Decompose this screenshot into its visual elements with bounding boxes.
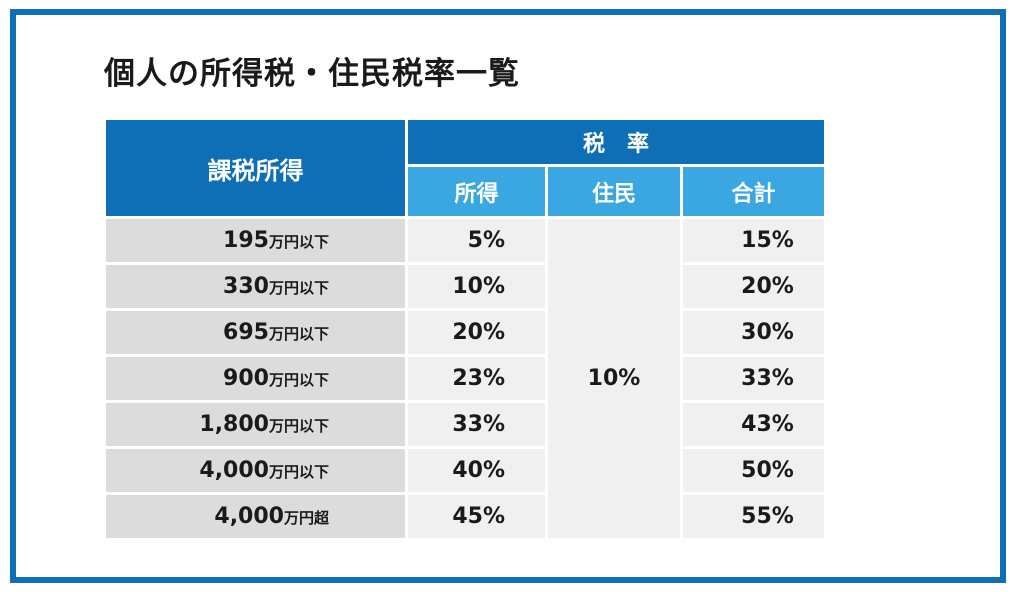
income-unit: 万円以下: [268, 233, 329, 251]
resident-tax-rate: 10%: [545, 216, 683, 541]
header-taxable-income: 課税所得: [103, 117, 408, 219]
table-row: 695万円以下 20% 30%: [103, 308, 827, 357]
header-total: 合計: [680, 164, 827, 219]
income-unit: 万円以下: [268, 325, 329, 343]
income-amount: 695: [223, 320, 269, 345]
total-rate: 43%: [680, 400, 827, 449]
income-bracket-cell: 4,000万円超: [103, 492, 408, 541]
table-row: 1,800万円以下 33% 43%: [103, 400, 827, 449]
income-bracket-cell: 900万円以下: [103, 354, 408, 403]
income-amount: 4,000: [199, 458, 269, 483]
income-tax-rate: 5%: [405, 216, 548, 265]
income-bracket-cell: 195万円以下: [103, 216, 408, 265]
tax-rate-table: 課税所得 税率 所得 住民 合計 195万円以下 5% 10% 15% 330万…: [103, 117, 827, 541]
total-rate: 33%: [680, 354, 827, 403]
income-bracket-cell: 330万円以下: [103, 262, 408, 311]
income-unit: 万円以下: [268, 463, 329, 481]
income-bracket-cell: 4,000万円以下: [103, 446, 408, 495]
income-amount: 4,000: [214, 504, 284, 529]
income-bracket-cell: 695万円以下: [103, 308, 408, 357]
table-row: 195万円以下 5% 10% 15%: [103, 216, 827, 541]
income-tax-rate: 40%: [405, 446, 548, 495]
header-income-tax: 所得: [405, 164, 548, 219]
table-row: 4,000万円以下 40% 50%: [103, 446, 827, 495]
table-row: 4,000万円超 45% 55%: [103, 492, 827, 541]
income-amount: 195: [223, 228, 269, 253]
income-tax-rate: 10%: [405, 262, 548, 311]
total-rate: 20%: [680, 262, 827, 311]
total-rate: 30%: [680, 308, 827, 357]
income-unit: 万円以下: [268, 279, 329, 297]
income-unit: 万円以下: [268, 417, 329, 435]
header-tax-rate: 税率: [405, 117, 827, 167]
total-rate: 50%: [680, 446, 827, 495]
income-amount: 1,800: [199, 412, 269, 437]
total-rate: 15%: [680, 216, 827, 265]
income-bracket-cell: 1,800万円以下: [103, 400, 408, 449]
income-unit: 万円超: [283, 509, 329, 527]
income-amount: 330: [223, 274, 269, 299]
table-row: 900万円以下 23% 33%: [103, 354, 827, 403]
income-amount: 900: [223, 366, 269, 391]
page-title: 個人の所得税・住民税率一覧: [104, 56, 520, 92]
income-unit: 万円以下: [268, 371, 329, 389]
total-rate: 55%: [680, 492, 827, 541]
income-tax-rate: 45%: [405, 492, 548, 541]
table-row: 330万円以下 10% 20%: [103, 262, 827, 311]
income-tax-rate: 23%: [405, 354, 548, 403]
header-resident-tax: 住民: [545, 164, 683, 219]
income-tax-rate: 20%: [405, 308, 548, 357]
income-tax-rate: 33%: [405, 400, 548, 449]
